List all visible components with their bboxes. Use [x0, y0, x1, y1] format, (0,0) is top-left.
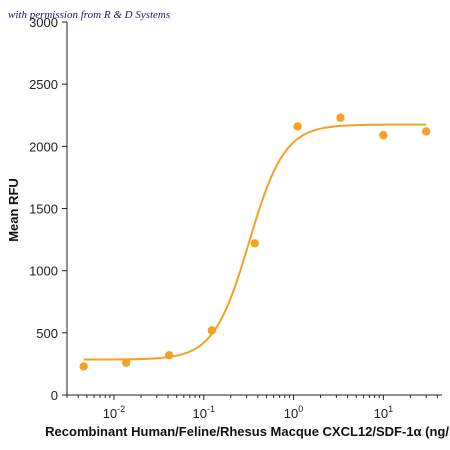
data-point — [79, 362, 88, 371]
data-point — [122, 358, 131, 367]
data-points — [79, 113, 431, 371]
y-tick-label: 500 — [36, 326, 58, 341]
y-axis-title: Mean RFU — [6, 178, 21, 242]
y-tick-label: 1500 — [29, 202, 58, 217]
data-point — [293, 122, 302, 131]
y-axis-ticks: 0 500 1000 1500 2000 2500 3000 — [29, 15, 67, 403]
data-point — [379, 130, 388, 140]
x-tick-label: 10-1 — [193, 404, 215, 421]
y-tick-label: 0 — [51, 388, 58, 403]
data-point — [336, 113, 345, 122]
x-tick-label: 10-2 — [103, 404, 125, 421]
data-point — [421, 127, 431, 136]
y-tick-label: 2500 — [29, 77, 58, 92]
data-point — [164, 351, 174, 360]
x-tick-label: 100 — [284, 404, 303, 421]
permission-watermark: with permission from R & D Systems — [8, 9, 171, 21]
x-tick-label: 101 — [374, 404, 393, 421]
y-tick-label: 3000 — [29, 15, 58, 30]
x-axis-ticks: 10-2 10-1 100 101 — [66, 395, 438, 421]
data-point — [250, 239, 259, 248]
fit-curve — [83, 123, 427, 361]
y-tick-label: 2000 — [29, 139, 58, 154]
y-tick-label: 1000 — [29, 264, 58, 279]
x-axis-title: Recombinant Human/Feline/Rhesus Macque C… — [45, 424, 450, 439]
data-point — [207, 326, 217, 335]
